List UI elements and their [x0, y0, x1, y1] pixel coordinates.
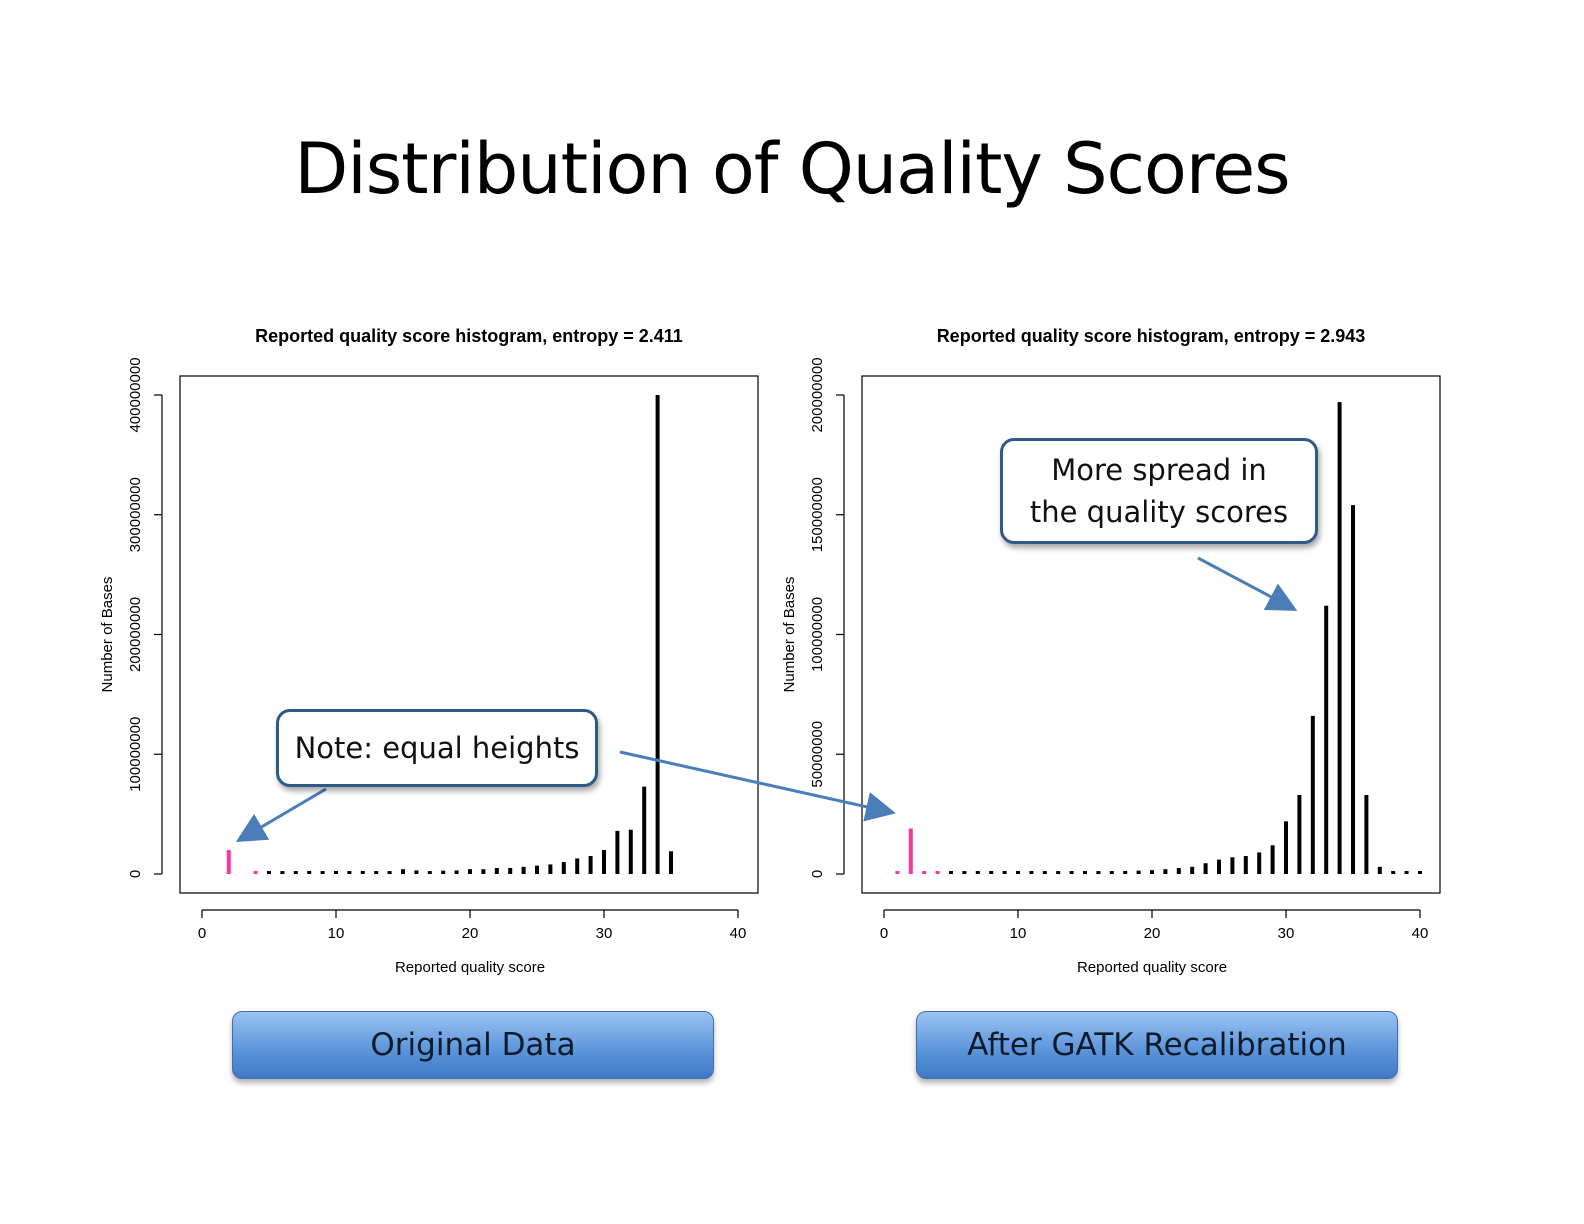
- x-tick-label: 0: [198, 925, 206, 942]
- x-tick-label: 30: [1278, 925, 1295, 942]
- arrow-note-to-left-bar: [235, 787, 327, 843]
- y-tick-label: 100000000: [809, 597, 826, 672]
- x-tick-label: 0: [880, 925, 888, 942]
- y-axis-label: Number of Bases: [99, 577, 116, 693]
- x-tick-label: 20: [1144, 925, 1161, 942]
- y-tick-label: 0: [809, 870, 826, 878]
- callout-arrows: [235, 556, 1298, 843]
- x-tick-label: 10: [328, 925, 345, 942]
- y-tick-label: 0: [127, 870, 144, 878]
- y-axis-label: Number of Bases: [781, 577, 798, 693]
- y-tick-label: 200000000: [127, 597, 144, 672]
- spread-callout: More spread in the quality scores: [1000, 438, 1318, 544]
- y-tick-label: 50000000: [809, 721, 826, 788]
- plot-frame: [861, 375, 1441, 894]
- chart-title: Reported quality score histogram, entrop…: [255, 326, 683, 346]
- chart-title: Reported quality score histogram, entrop…: [937, 326, 1366, 346]
- arrow-note-to-right-bar: [619, 750, 896, 822]
- spread-callout-line1: More spread in: [1051, 452, 1267, 487]
- y-tick-label: 200000000: [809, 357, 826, 432]
- plot-frame: [179, 375, 759, 894]
- x-axis-label: Reported quality score: [1077, 959, 1227, 976]
- original-data-label-text: Original Data: [370, 1027, 576, 1063]
- slide-title: Distribution of Quality Scores: [294, 128, 1290, 210]
- x-tick-label: 40: [730, 925, 747, 942]
- x-tick-label: 40: [1412, 925, 1429, 942]
- original-data-label: Original Data: [232, 1011, 714, 1079]
- x-axis-label: Reported quality score: [395, 959, 545, 976]
- note-callout-text: Note: equal heights: [294, 730, 580, 765]
- y-tick-label: 150000000: [809, 477, 826, 552]
- x-tick-label: 20: [462, 925, 479, 942]
- y-tick-label: 100000000: [127, 717, 144, 792]
- arrow-spread-to-bars: [1197, 556, 1298, 611]
- after-recalibration-label: After GATK Recalibration: [916, 1011, 1398, 1079]
- y-tick-label: 300000000: [127, 477, 144, 552]
- spread-callout-line2: the quality scores: [1029, 495, 1289, 529]
- x-tick-label: 10: [1010, 925, 1027, 942]
- after-recalibration-label-text: After GATK Recalibration: [967, 1027, 1347, 1063]
- chart-recalibrated: Reported quality score histogram, entrop…: [781, 326, 1441, 976]
- x-tick-label: 30: [596, 925, 613, 942]
- chart-original: Reported quality score histogram, entrop…: [99, 326, 759, 976]
- note-callout: Note: equal heights: [276, 709, 598, 787]
- y-tick-label: 400000000: [127, 357, 144, 432]
